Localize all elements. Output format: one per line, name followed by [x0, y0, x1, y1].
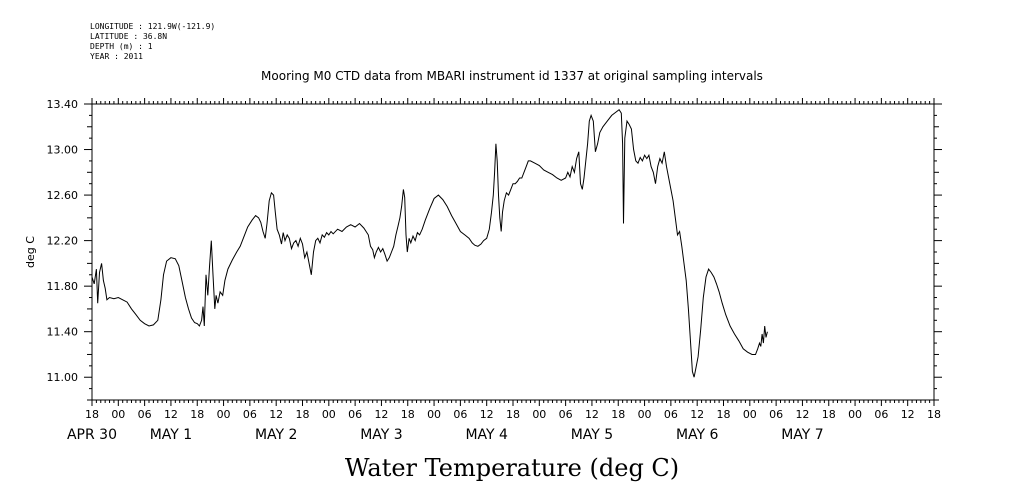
x-tick-label: 12: [374, 408, 388, 421]
x-tick-label: 00: [532, 408, 546, 421]
x-tick-label: 12: [585, 408, 599, 421]
year-text: YEAR : 2011: [90, 52, 143, 61]
plot-frame: [91, 103, 935, 401]
x-tick-label: 12: [269, 408, 283, 421]
day-label: APR 30: [67, 427, 117, 443]
x-tick-label: 00: [848, 408, 862, 421]
x-tick-label: 18: [717, 408, 731, 421]
depth-text: DEPTH (m) : 1: [90, 42, 153, 51]
x-tick-label: 12: [164, 408, 178, 421]
x-tick-label: 00: [111, 408, 125, 421]
longitude-text: LONGITUDE : 121.9W(-121.9): [90, 22, 216, 31]
x-tick-label: 18: [822, 408, 836, 421]
axis-ticks: [84, 98, 942, 406]
day-label: MAY 3: [360, 427, 402, 443]
x-tick-label: 00: [743, 408, 757, 421]
x-tick-label: 06: [138, 408, 152, 421]
day-label: MAY 4: [465, 427, 508, 443]
y-tick-label: 12.20: [47, 235, 79, 248]
x-tick-label: 00: [322, 408, 336, 421]
x-tick-label: 12: [901, 408, 915, 421]
y-tick-label: 11.40: [47, 326, 79, 339]
x-tick-label: 12: [795, 408, 809, 421]
y-tick-label: 13.00: [47, 144, 79, 157]
y-tick-label: 13.40: [47, 98, 79, 111]
y-tick-label: 12.60: [47, 189, 79, 202]
metadata-block: LONGITUDE : 121.9W(-121.9) LATITUDE : 36…: [90, 22, 215, 62]
x-tick-label: 18: [927, 408, 941, 421]
y-tick-label: 11.80: [47, 280, 79, 293]
x-tick-label: 18: [85, 408, 99, 421]
day-label: MAY 1: [150, 427, 192, 443]
x-tick-label: 18: [401, 408, 415, 421]
x-tick-label: 12: [480, 408, 494, 421]
x-tick-label: 18: [611, 408, 625, 421]
x-tick-label: 18: [190, 408, 204, 421]
x-tick-label: 00: [427, 408, 441, 421]
latitude-text: LATITUDE : 36.8N: [90, 32, 168, 41]
x-tick-label: 00: [217, 408, 231, 421]
axis-labels: 18 00 06 12 18 00 06 12 18 00 06 12 18 00 06 12 18 00 06 12…: [47, 98, 942, 443]
x-tick-label: 06: [874, 408, 888, 421]
x-tick-label: 18: [506, 408, 520, 421]
x-tick-label: 06: [348, 408, 362, 421]
day-label: MAY 7: [781, 427, 823, 443]
x-tick-label: 06: [243, 408, 257, 421]
y-tick-label: 11.00: [47, 371, 79, 384]
x-tick-label: 06: [559, 408, 573, 421]
chart-title: Mooring M0 CTD data from MBARI instrumen…: [261, 69, 763, 83]
x-tick-label: 12: [690, 408, 704, 421]
x-tick-label: 06: [453, 408, 467, 421]
x-tick-label: 06: [769, 408, 783, 421]
day-label: MAY 5: [571, 427, 613, 443]
water-temperature-line: [91, 108, 768, 378]
x-tick-label: 06: [664, 408, 678, 421]
x-axis-title: Water Temperature (deg C): [345, 454, 679, 482]
x-tick-label: 18: [296, 408, 310, 421]
x-tick-label: 00: [638, 408, 652, 421]
day-label: MAY 6: [676, 427, 719, 443]
day-label: MAY 2: [255, 427, 297, 443]
y-axis-label: deg C: [24, 236, 37, 268]
